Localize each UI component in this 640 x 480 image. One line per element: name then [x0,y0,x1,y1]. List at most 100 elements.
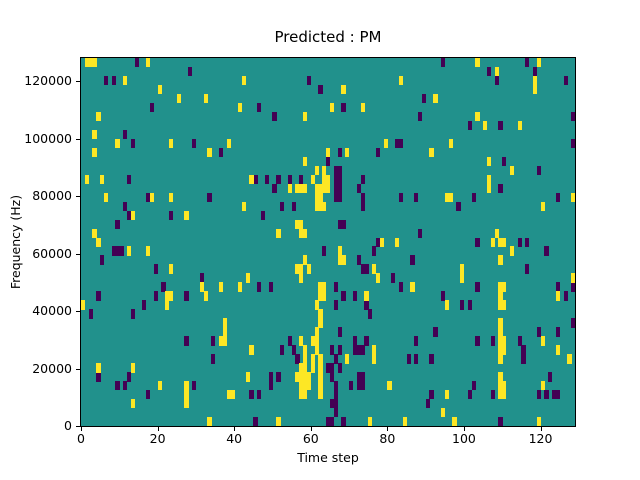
heatmap-cell [536,417,541,427]
y-tick-mark [76,253,80,255]
heatmap-cell [303,363,308,373]
heatmap-cell [467,300,472,310]
heatmap-cell [276,174,281,185]
heatmap-cell [218,282,224,292]
heatmap-cell [410,255,415,265]
heatmap-cell [544,246,549,256]
heatmap-cell [337,255,342,265]
heatmap-cell [498,291,503,301]
heatmap-cell [264,174,270,185]
heatmap-cell [329,102,335,113]
heatmap-cell [360,381,365,391]
heatmap-cell [433,93,438,104]
heatmap-cell [333,183,338,194]
heatmap-cell [192,381,197,391]
heatmap-cell [509,165,515,176]
heatmap-cell [414,354,419,364]
heatmap-cell [306,372,312,382]
heatmap-cell [555,282,561,292]
heatmap-cell [341,84,346,95]
heatmap-cell [303,354,308,364]
heatmap-cell [203,93,208,104]
heatmap-cell [203,291,208,301]
heatmap-cell [395,138,400,149]
heatmap-cell [192,138,197,149]
heatmap-cell [360,192,365,202]
heatmap-cell [333,165,338,176]
x-tick-label: 20 [149,431,166,446]
heatmap-cell [406,354,411,364]
heatmap-cell [84,58,90,68]
heatmap-cell [199,282,204,292]
heatmap-cell [280,201,285,211]
heatmap-cell [498,381,503,391]
x-tick-mark [310,427,312,431]
heatmap-cell [92,147,97,158]
heatmap-cell [130,363,135,373]
heatmap-cell [372,354,377,364]
heatmap-cell [291,345,296,355]
heatmap-cell [310,354,315,364]
heatmap-cell [299,183,304,194]
heatmap-cell [521,354,526,364]
heatmap-cell [498,354,503,364]
heatmap-cell [326,363,331,373]
heatmap-cell [498,336,503,346]
heatmap-cell [238,282,243,292]
heatmap-cell [318,183,323,194]
heatmap-cell [337,165,342,176]
heatmap-cell [440,408,446,418]
heatmap-cell [326,147,331,158]
heatmap-cell [276,372,281,382]
heatmap-cell [552,390,557,400]
heatmap-cell [333,381,338,391]
heatmap-cell [475,282,480,292]
heatmap-cell [184,381,189,391]
heatmap-cell [245,372,250,382]
heatmap-cell [341,219,346,229]
x-tick-label: 60 [302,431,319,446]
heatmap-cell [364,291,369,301]
heatmap-cell [502,390,507,400]
heatmap-cell [314,192,319,202]
heatmap-cell [356,381,361,391]
heatmap-cell [322,174,327,185]
heatmap-cell [314,201,319,211]
heatmap-cell [498,318,503,328]
heatmap-cell [360,102,365,113]
heatmap-cell [444,390,450,400]
heatmap-cell [287,336,292,346]
x-tick-label: 100 [452,431,476,446]
heatmap-cell [460,273,465,283]
heatmap-cell [333,390,338,400]
heatmap-cell [563,75,568,86]
heatmap-cell [184,399,189,409]
heatmap-cell [123,381,128,391]
heatmap-cell [467,390,472,400]
heatmap-cell [410,282,415,292]
heatmap-cell [517,237,522,247]
y-tick-mark [76,196,80,197]
heatmap-cell [502,237,507,247]
heatmap-cell [456,201,461,211]
heatmap-cell [126,210,132,220]
heatmap-cell [364,264,369,274]
heatmap-cell [184,336,189,346]
heatmap-cell [502,381,507,391]
heatmap-cell [544,390,549,400]
heatmap-cell [498,327,503,337]
heatmap-cell [498,300,503,310]
heatmap-cell [157,84,162,95]
heatmap-cell [126,246,132,256]
heatmap-cell [257,102,262,113]
heatmap-cell [318,201,323,211]
heatmap-cell [303,345,308,355]
heatmap-cell [322,246,327,256]
heatmap-cell [525,264,530,274]
heatmap-cell [126,372,132,382]
heatmap-cell [329,417,335,427]
heatmap-cell [111,246,116,256]
heatmap-cell [123,75,128,86]
heatmap-cell [318,282,323,292]
heatmap-cell [517,336,522,346]
